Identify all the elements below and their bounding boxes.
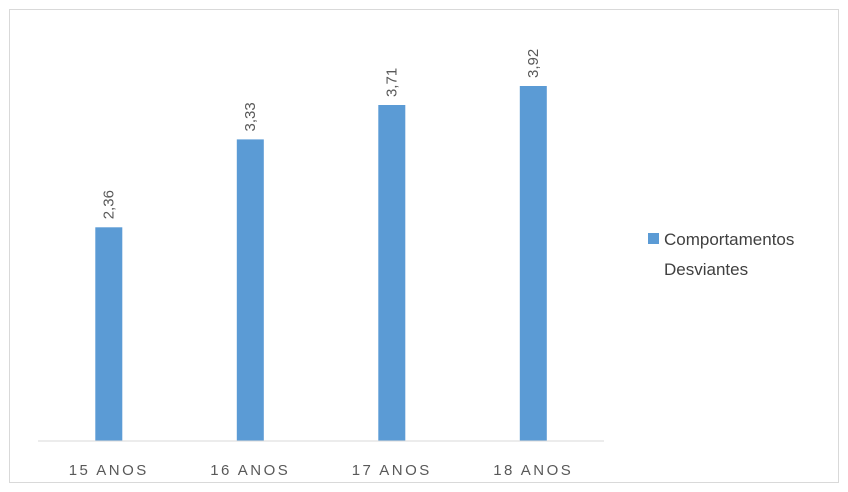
legend: Comportamentos Desviantes [648, 230, 794, 279]
legend-label-line-1: Comportamentos [664, 230, 794, 249]
x-tick-label-4: 18 ANOS [493, 462, 573, 479]
bar-1 [95, 227, 123, 441]
bars-group [95, 86, 547, 441]
x-tick-label-3: 17 ANOS [352, 462, 432, 479]
data-labels-group: 2,36 3,33 3,71 3,92 [101, 49, 543, 219]
x-tick-labels-group: 15 ANOS 16 ANOS 17 ANOS 18 ANOS [69, 462, 573, 479]
bar-2 [236, 139, 264, 441]
legend-swatch [648, 233, 659, 244]
bar-3 [378, 105, 406, 441]
x-tick-label-2: 16 ANOS [210, 462, 290, 479]
data-label-2: 3,33 [242, 102, 259, 131]
data-label-4: 3,92 [525, 49, 542, 78]
legend-label-line-2: Desviantes [664, 260, 748, 279]
x-tick-label-1: 15 ANOS [69, 462, 149, 479]
data-label-1: 2,36 [101, 190, 118, 219]
bar-4 [519, 86, 547, 441]
data-label-3: 3,71 [384, 68, 401, 97]
chart-frame [9, 9, 839, 483]
